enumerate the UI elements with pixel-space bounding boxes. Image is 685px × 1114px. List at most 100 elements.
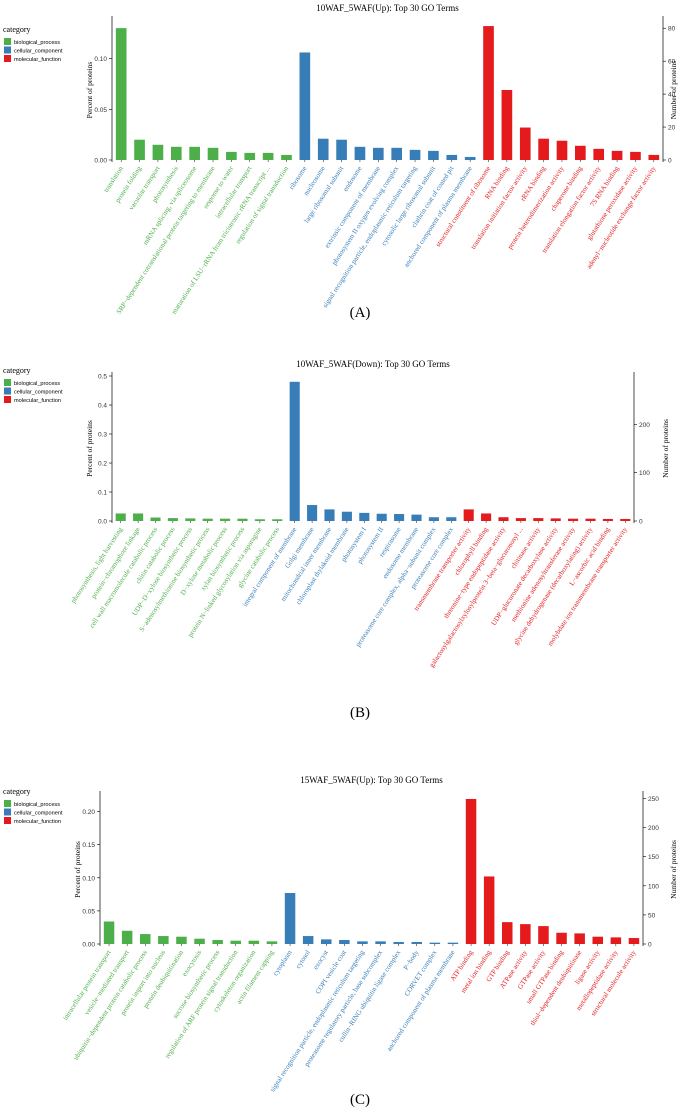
bar-sucrose-biosynthetic-process: [212, 940, 223, 944]
bar-regulation-of-signal-transduction: [281, 154, 292, 160]
bar-photosystem-ii: [376, 513, 387, 521]
bar-udp-d-xylose-biosynthetic-process: [185, 518, 196, 521]
bar-7s-rna-binding: [611, 150, 623, 160]
bar-transmembrane-transporter-activity: [463, 509, 474, 521]
bar-methionine-adenosyltransferase-activity: [568, 518, 579, 521]
y-tick-label: 0.3: [98, 432, 107, 439]
bar-proteasome-core-complex: [446, 517, 457, 521]
bar-anchored-component-of-plasma-membrane: [464, 156, 476, 160]
bar-gtpase-activity: [538, 926, 549, 944]
legend-title: category: [3, 787, 31, 796]
bar-cytosol: [302, 936, 314, 944]
y-tick-label: 0.5: [98, 374, 107, 381]
legend-swatch-molecular-function: [4, 396, 11, 403]
legend-swatch-biological-process: [4, 379, 11, 386]
chart-panel-1: 10WAF_5WAF(Up): Top 30 GO Terms 0.00 0.05 0…: [3, 3, 678, 321]
legend-swatch-cellular-component: [4, 808, 11, 816]
bar-metal-ion-binding: [483, 876, 495, 944]
bar-chitinase-activity: [533, 518, 544, 521]
bar-vesicle-mediated-transport: [121, 930, 133, 944]
bar-ubiquitin-dependent-protein-catabolic-process: [140, 934, 151, 944]
category-label: P−body: [402, 948, 421, 971]
legend-label-biological-process: biological_process: [14, 40, 60, 46]
bar-cell-wall-macromolecule-catabolic-process: [150, 517, 161, 521]
chart-title: 10WAF_5WAF(Down): Top 30 GO Terms: [296, 359, 450, 369]
bar-large-ribosomal-subunit: [336, 139, 347, 160]
bar-protein-chromophore-linkage: [133, 513, 144, 521]
panel-label: (A): [350, 305, 371, 321]
bar-mitochondrial-inner-membrane: [324, 509, 335, 521]
bar-golgi-membrane: [307, 505, 318, 521]
bar-photosystem-i: [359, 512, 370, 521]
right-y-axis-label: Number of proteins: [669, 840, 678, 899]
bar-vacuolar-transport: [152, 144, 164, 160]
bar-protein-deubiquitination: [176, 936, 187, 944]
right-y-tick-label: 0: [648, 942, 652, 949]
bar-endosome: [354, 146, 366, 160]
bar-udp-glucuronate-decarboxylase-activity: [550, 518, 561, 521]
bar-srp-dependent-cotranslational-protein-targeting-to-membrane: [207, 147, 219, 160]
bar-ribosome: [299, 52, 311, 160]
bar-endosome-membrane: [411, 514, 422, 521]
right-y-tick-label: 40: [668, 92, 676, 99]
bar-signal-recognition-particle-endoplasmic-reticulum-targeting: [409, 149, 421, 160]
chart-title: 10WAF_5WAF(Up): Top 30 GO Terms: [316, 3, 459, 13]
category-label: exocyst: [312, 949, 330, 971]
right-y-tick-label: 80: [668, 26, 676, 33]
bar-regulation-of-arf-protein-signal-transduction: [230, 940, 241, 944]
bar-galactosylgalactosylxylosylprotein-3-beta-glucuronosyl: [515, 518, 526, 521]
legend-label-molecular-function: molecular_function: [14, 57, 61, 63]
bar-integral-component-of-membrane: [289, 381, 300, 521]
bar-chaperone-binding: [575, 145, 586, 160]
legend-title: category: [3, 25, 31, 34]
y-tick-label: 0.2: [98, 461, 107, 468]
bar-atpase-activity: [520, 924, 531, 944]
right-y-tick-label: 20: [668, 125, 676, 132]
bar-chloroplast-thylakoid-membrane: [341, 511, 352, 521]
bar-glycine-dehydrogenase-decarboxylating-activity: [585, 518, 596, 521]
bar-photosynthesis-light-harvesting: [115, 513, 126, 521]
y-tick-label: 0.20: [82, 809, 95, 816]
bar-maturation-of-lsu-rrna-from-tricistronic-rrna-transcript: [262, 152, 274, 160]
bar-rna-binding: [501, 90, 513, 160]
bar-structural-constituent-of-ribosome: [483, 26, 494, 160]
right-y-tick-label: 60: [668, 59, 676, 66]
bar-cytoplasm: [284, 893, 296, 944]
bar-atp-binding: [465, 798, 477, 944]
bar-protein-heterodimerization-activity: [556, 140, 568, 160]
bar-threonine-type-endopeptidase-activity: [498, 517, 509, 521]
right-y-tick-label: 150: [648, 854, 659, 861]
category-label: cytosol: [294, 949, 312, 970]
legend-swatch-biological-process: [4, 800, 11, 807]
bar-translation: [115, 28, 127, 161]
right-y-tick-label: 250: [648, 796, 659, 803]
bar-proteasome-regulatory-particle-base-subcomplex: [375, 941, 386, 944]
legend-label-biological-process: biological_process: [14, 381, 60, 387]
bar-response-to-water: [226, 151, 237, 160]
legend-label-cellular-component: cellular_component: [14, 49, 63, 55]
bar-protein-import-into-nucleus: [158, 936, 169, 944]
y-axis-label: Percent of proteins: [73, 841, 82, 898]
panel-label: (B): [350, 705, 370, 721]
bar-cytosolic-large-ribosomal-subunit: [428, 150, 439, 160]
category-label: ubiquitin−dependent protein catabolic pr…: [72, 949, 149, 1062]
bar-exocytosis: [194, 938, 205, 944]
bar-anchored-component-of-plasma-membrane: [447, 942, 459, 944]
bar-respirasome: [394, 514, 405, 521]
bar-thiol-dependent-deubiquitinase: [574, 933, 585, 944]
bar-cytoskeleton-organization: [248, 940, 260, 944]
y-tick-label: 0.15: [82, 842, 95, 849]
y-tick-label: 0.05: [82, 908, 95, 915]
y-tick-label: 0.10: [94, 56, 107, 63]
bar-exocyst: [321, 939, 332, 944]
y-tick-label: 0.0: [98, 519, 107, 526]
y-axis-label: Percent of proteins: [85, 62, 94, 119]
bar-intracellular-transport: [244, 152, 256, 160]
right-y-tick-label: 50: [648, 912, 656, 919]
legend-swatch-cellular-component: [4, 387, 11, 395]
chart-panel-3: 15WAF_5WAF(Up): Top 30 GO Terms 0.00 0.05 0…: [3, 775, 678, 1108]
bar-glutathione-peroxidase-activity: [630, 151, 641, 160]
right-y-tick-label: 0: [668, 158, 672, 165]
bar-protein-folding: [134, 139, 145, 160]
